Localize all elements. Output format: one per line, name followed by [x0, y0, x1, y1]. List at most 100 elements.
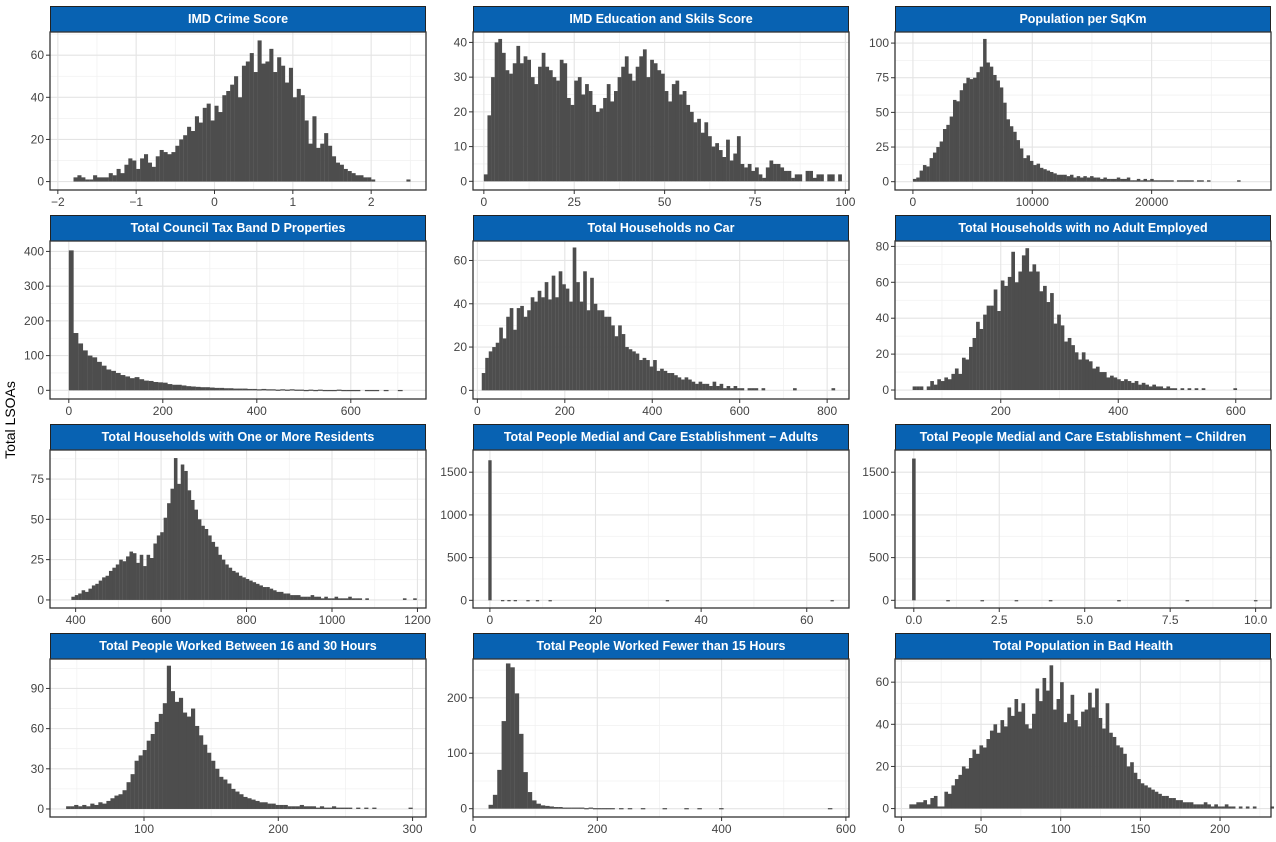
histogram-bar [530, 77, 535, 182]
histogram-bar [1009, 126, 1014, 182]
histogram-bar [226, 90, 231, 182]
histogram-bar [347, 171, 352, 182]
histogram-bar [675, 80, 680, 182]
histogram-plot: 0 10000 20000 0 25 50 75 100 [869, 31, 1272, 209]
y-tick-label: 10 [454, 140, 468, 154]
histogram-bar [740, 163, 745, 182]
histogram-bar [1074, 720, 1078, 809]
histogram-bar [238, 388, 243, 391]
histogram-bar [1133, 772, 1138, 809]
x-tick-label: 40 [694, 613, 708, 627]
panel-border [49, 449, 427, 609]
histogram-bar [296, 595, 301, 600]
x-tick-label: 600 [1226, 404, 1246, 418]
histogram-bar [541, 52, 546, 182]
histogram-bar [663, 370, 668, 391]
histogram-bar [211, 541, 216, 600]
histogram-bar [1116, 177, 1121, 182]
histogram-bar [1067, 713, 1071, 809]
histogram-bar [1228, 806, 1232, 809]
histogram-bar [621, 66, 625, 182]
x-tick-label: 800 [237, 613, 257, 627]
histogram-bar [307, 806, 313, 809]
x-tick-label: 0 [898, 822, 905, 836]
histogram-bar [1013, 131, 1017, 182]
histogram-bar [149, 558, 154, 600]
histogram-bar [311, 806, 317, 809]
histogram-bar [1093, 177, 1097, 182]
histogram-bar [961, 766, 966, 809]
histogram-bar [234, 76, 239, 182]
histogram-bar [1120, 178, 1124, 182]
histogram-bar [1010, 715, 1015, 809]
histogram-bar [1056, 174, 1061, 182]
histogram-bar [1000, 720, 1005, 809]
histogram-bar [584, 808, 589, 810]
histogram-bar [402, 598, 407, 600]
histogram-bar [241, 65, 246, 182]
histogram-bar [765, 167, 770, 182]
x-tick-label: 200 [991, 404, 1011, 418]
histogram-bar [132, 160, 137, 182]
histogram-bar [181, 385, 187, 391]
histogram-bar [712, 381, 717, 391]
histogram-bar [1007, 276, 1012, 391]
histogram-bar [228, 567, 233, 600]
histogram-bar [1193, 804, 1197, 809]
histogram-bar [1131, 382, 1135, 391]
histogram-bar [996, 732, 1001, 809]
histogram-bar [1014, 600, 1019, 602]
histogram-bar [961, 357, 966, 391]
histogram-bar [218, 554, 222, 600]
histogram-bar [1130, 180, 1134, 182]
histogram-bar [203, 744, 208, 809]
histogram-bar [966, 77, 970, 182]
histogram-bar [89, 179, 94, 182]
histogram-bar [674, 375, 678, 391]
histogram-bar [66, 806, 71, 809]
histogram-bar [1148, 386, 1153, 391]
histogram-bar [1069, 174, 1074, 182]
x-tick-label: 600 [151, 613, 171, 627]
y-tick-label: 40 [876, 311, 890, 325]
x-tick-label: 2 [368, 195, 375, 209]
histogram-bar [231, 788, 236, 809]
histogram-bar [1025, 248, 1030, 391]
y-tick-label: 0 [460, 593, 467, 607]
histogram-bar [85, 591, 89, 600]
y-tick-label: 20 [31, 132, 45, 146]
histogram-bar [656, 370, 661, 391]
histogram-bar [1021, 255, 1026, 391]
histogram-bar [572, 247, 577, 391]
histogram-bar [130, 774, 135, 809]
histogram-bar [653, 360, 657, 391]
histogram-bar [214, 105, 219, 182]
histogram-bar [124, 164, 129, 182]
histogram-bar [1207, 180, 1211, 182]
histogram-bar [923, 800, 928, 809]
y-tick-label: 20 [876, 347, 890, 361]
histogram-bar [356, 807, 361, 809]
histogram-bar [1039, 291, 1044, 391]
histogram-bar [1127, 381, 1132, 391]
facet-panel: Total People Worked Between 16 and 30 Ho… [5, 633, 427, 840]
histogram-bar [1080, 177, 1084, 182]
histogram-bar [1110, 178, 1114, 182]
histogram-bar [536, 803, 541, 809]
histogram-bar [194, 116, 199, 182]
histogram-bar [605, 808, 611, 810]
histogram-bar [348, 596, 352, 600]
histogram-bar [317, 596, 322, 600]
histogram-bar [106, 369, 112, 391]
histogram-bar [711, 146, 716, 182]
x-tick-label: 200 [587, 822, 607, 836]
histogram-bar [657, 70, 662, 182]
histogram-bar [336, 807, 341, 809]
histogram-bar [516, 45, 521, 182]
histogram-bar [523, 56, 528, 182]
histogram-bar [252, 582, 257, 600]
histogram-bar [912, 178, 917, 182]
histogram-bar [367, 177, 372, 182]
histogram-bar [219, 387, 225, 391]
facet-panel: Total Households with One or More Reside… [5, 424, 431, 631]
